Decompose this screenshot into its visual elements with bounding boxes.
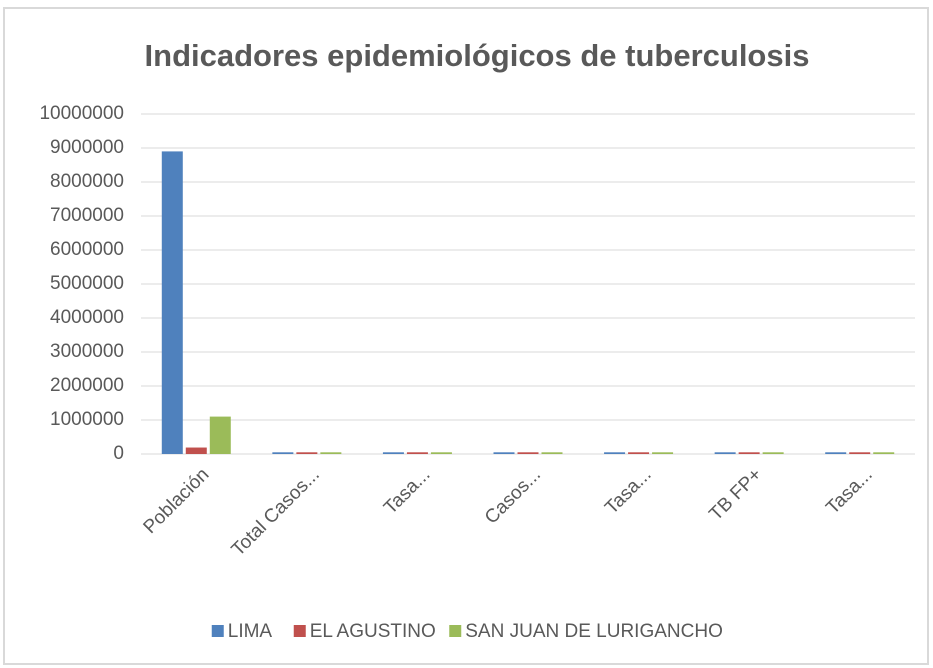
bar	[517, 452, 539, 454]
bar	[628, 452, 650, 454]
bar	[382, 452, 404, 454]
y-tick-label: 7000000	[50, 205, 124, 226]
bar	[652, 452, 674, 454]
bar	[738, 452, 760, 454]
y-tick-label: 4000000	[50, 307, 124, 328]
bar	[873, 452, 895, 454]
bar	[430, 452, 452, 454]
bar	[849, 452, 871, 454]
y-tick-label: 10000000	[39, 103, 124, 124]
bar	[406, 452, 428, 454]
y-tick-label: 6000000	[50, 239, 124, 260]
bar	[161, 151, 183, 454]
bar	[604, 452, 626, 454]
legend-swatch	[211, 625, 224, 637]
bar	[296, 452, 318, 454]
bar	[825, 452, 847, 454]
y-tick-label: 1000000	[50, 409, 124, 430]
y-tick-label: 5000000	[50, 273, 124, 294]
y-tick-label: 9000000	[50, 137, 124, 158]
y-tick-label: 3000000	[50, 341, 124, 362]
bar	[541, 452, 563, 454]
y-tick-label: 2000000	[50, 375, 124, 396]
bar	[762, 452, 784, 454]
legend-label: LIMA	[228, 621, 273, 642]
chart-frame	[3, 7, 929, 665]
bar	[185, 447, 207, 454]
y-tick-label: 0	[113, 443, 124, 464]
legend-label: SAN JUAN DE LURIGANCHO	[465, 621, 723, 642]
y-tick-label: 8000000	[50, 171, 124, 192]
bar	[493, 452, 515, 454]
bar	[272, 452, 294, 454]
bar	[320, 452, 342, 454]
bar	[714, 452, 736, 454]
legend-swatch	[293, 625, 306, 637]
bar	[209, 416, 231, 454]
chart-title: Indicadores epidemiológicos de tuberculo…	[145, 38, 810, 73]
legend-label: EL AGUSTINO	[310, 621, 436, 642]
legend-swatch	[449, 625, 462, 637]
